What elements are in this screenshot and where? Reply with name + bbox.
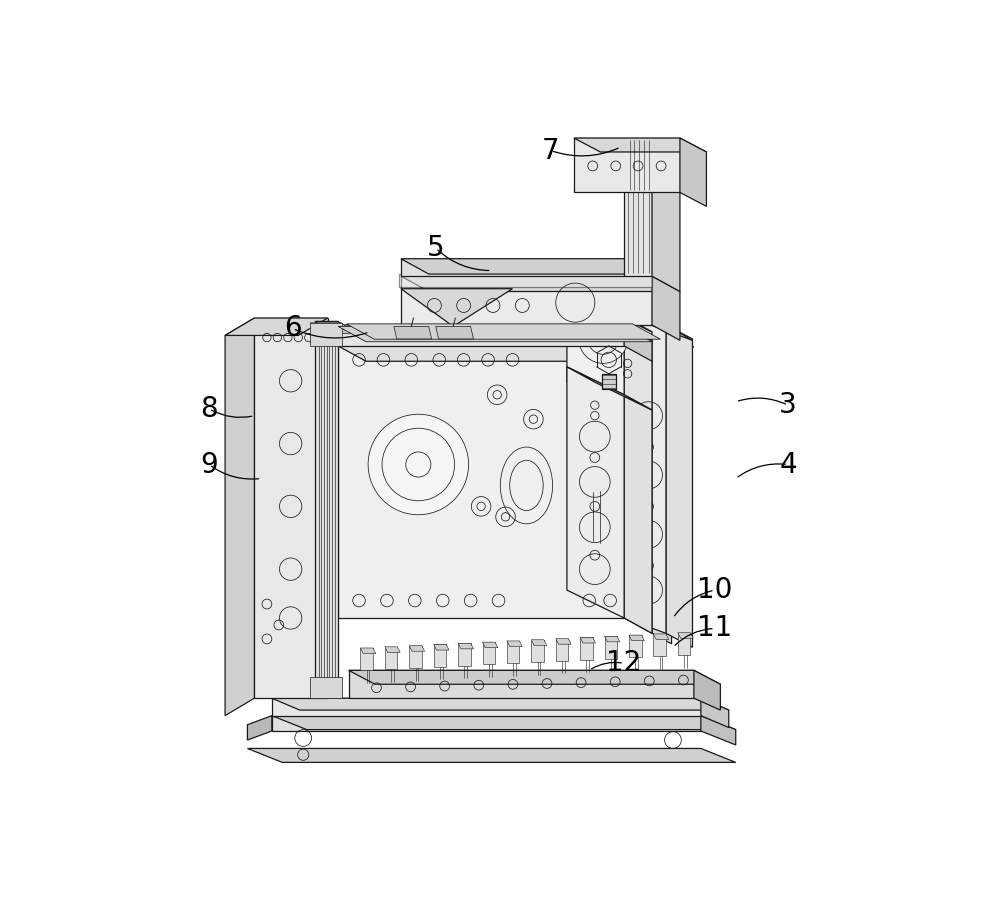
Polygon shape: [338, 346, 652, 361]
Polygon shape: [272, 716, 701, 731]
Polygon shape: [349, 670, 720, 684]
Text: 3: 3: [779, 391, 797, 419]
Polygon shape: [483, 642, 498, 648]
Text: 5: 5: [427, 235, 445, 262]
Polygon shape: [458, 643, 473, 649]
Polygon shape: [507, 641, 522, 647]
Polygon shape: [580, 638, 596, 643]
Polygon shape: [605, 636, 620, 641]
Polygon shape: [436, 326, 473, 339]
Polygon shape: [680, 138, 706, 207]
Polygon shape: [652, 322, 672, 644]
Polygon shape: [602, 374, 616, 390]
Polygon shape: [580, 638, 593, 660]
Circle shape: [368, 414, 469, 515]
Polygon shape: [360, 648, 376, 653]
Polygon shape: [624, 161, 652, 276]
Polygon shape: [401, 289, 512, 326]
Text: 6: 6: [284, 314, 302, 342]
Polygon shape: [337, 325, 624, 346]
Circle shape: [579, 314, 628, 363]
Polygon shape: [247, 748, 736, 762]
Polygon shape: [338, 326, 652, 342]
Polygon shape: [574, 138, 706, 152]
Text: 10: 10: [697, 576, 732, 604]
Text: 4: 4: [779, 450, 797, 478]
Polygon shape: [678, 632, 693, 639]
Polygon shape: [556, 639, 571, 644]
Text: 11: 11: [697, 614, 732, 642]
Polygon shape: [434, 644, 446, 667]
Polygon shape: [694, 670, 720, 710]
Polygon shape: [225, 318, 254, 716]
Polygon shape: [567, 289, 652, 332]
Polygon shape: [337, 325, 652, 341]
Polygon shape: [346, 323, 660, 339]
Polygon shape: [701, 716, 736, 745]
Polygon shape: [338, 346, 624, 618]
Polygon shape: [567, 367, 624, 618]
Polygon shape: [624, 161, 680, 177]
Polygon shape: [434, 644, 449, 650]
Polygon shape: [652, 276, 680, 341]
Polygon shape: [225, 318, 328, 335]
Polygon shape: [409, 646, 422, 668]
Polygon shape: [310, 323, 342, 346]
Polygon shape: [556, 639, 568, 661]
Polygon shape: [629, 635, 644, 641]
Polygon shape: [624, 310, 692, 341]
Polygon shape: [272, 699, 729, 710]
Text: 7: 7: [542, 137, 560, 165]
Polygon shape: [401, 276, 680, 292]
Ellipse shape: [500, 447, 553, 524]
Polygon shape: [605, 636, 617, 659]
Polygon shape: [567, 289, 624, 410]
Polygon shape: [401, 259, 624, 276]
Polygon shape: [652, 161, 680, 292]
Text: 12: 12: [606, 650, 642, 678]
Polygon shape: [399, 274, 652, 286]
Polygon shape: [624, 310, 666, 633]
Polygon shape: [254, 318, 328, 699]
Polygon shape: [272, 716, 736, 729]
Polygon shape: [247, 716, 272, 740]
Polygon shape: [310, 678, 342, 699]
Polygon shape: [653, 634, 666, 656]
Polygon shape: [531, 640, 547, 645]
Polygon shape: [666, 325, 692, 647]
Polygon shape: [678, 632, 690, 655]
Polygon shape: [385, 647, 400, 652]
Polygon shape: [360, 648, 373, 670]
Polygon shape: [701, 699, 729, 728]
Polygon shape: [624, 316, 652, 426]
Polygon shape: [401, 276, 652, 325]
Polygon shape: [394, 326, 432, 339]
Polygon shape: [349, 670, 694, 699]
Polygon shape: [653, 634, 669, 640]
Polygon shape: [310, 323, 354, 333]
Text: 9: 9: [200, 450, 218, 478]
Polygon shape: [652, 322, 694, 347]
Polygon shape: [507, 641, 519, 663]
Polygon shape: [531, 640, 544, 662]
Polygon shape: [409, 646, 425, 651]
Polygon shape: [629, 635, 642, 658]
Polygon shape: [315, 322, 351, 332]
Text: 8: 8: [200, 395, 218, 423]
Polygon shape: [624, 346, 652, 633]
Polygon shape: [458, 643, 471, 666]
Polygon shape: [385, 647, 397, 670]
Polygon shape: [483, 642, 495, 664]
Polygon shape: [567, 367, 652, 410]
Polygon shape: [624, 325, 652, 361]
Polygon shape: [272, 699, 701, 716]
Polygon shape: [315, 322, 338, 695]
Polygon shape: [574, 138, 680, 192]
Polygon shape: [624, 395, 652, 633]
Polygon shape: [401, 259, 652, 274]
